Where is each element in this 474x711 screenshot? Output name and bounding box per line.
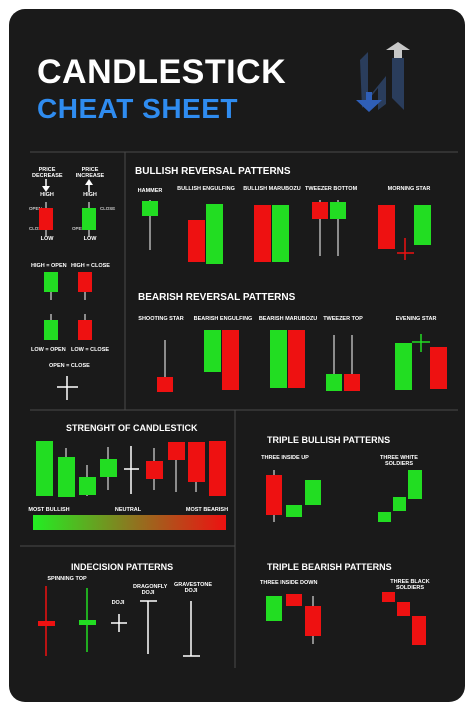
high-close-label: HIGH = CLOSE <box>71 263 110 269</box>
close-label-left: CLOSE <box>29 226 45 231</box>
label-bullish-engulfing: BULLISH ENGULFING <box>177 186 235 192</box>
indecision-candles <box>38 586 200 657</box>
open-close-label: OPEN = CLOSE <box>49 363 90 369</box>
price-increase-label: PRICE INCREASE <box>75 167 105 179</box>
section-dividers <box>20 151 458 668</box>
label-gravestone-doji: GRAVESTONE DOJI <box>174 582 212 594</box>
label-evening-star: EVENING STAR <box>395 316 437 322</box>
label-hammer: HAMMER <box>137 188 163 194</box>
label-dragonfly-doji: DRAGONFLY DOJI <box>133 584 168 596</box>
anatomy-arrows-icon <box>42 179 93 192</box>
triple-bearish-candles <box>266 592 426 645</box>
neutral-label: NEUTRAL <box>114 507 142 513</box>
high-open-label: HIGH = OPEN <box>31 263 67 269</box>
bullish-reversal-candles <box>142 200 431 264</box>
low-close-label: LOW = CLOSE <box>71 347 110 353</box>
label-bullish-marubozu: BULLISH MARUBOZU <box>243 186 301 192</box>
triple-bullish-title: TRIPLE BULLISH PATTERNS <box>267 435 391 445</box>
bullish-reversal-title: BULLISH REVERSAL PATTERNS <box>135 166 291 177</box>
label-bearish-marubozu: BEARISH MARUBOZU <box>258 316 318 322</box>
candlestick-graphics <box>33 179 447 657</box>
close-label-right: CLOSE <box>100 206 116 211</box>
label-morning-star: MORNING STAR <box>387 186 431 192</box>
strength-gradient-bar <box>33 515 226 530</box>
open-label-left: OPEN <box>29 206 42 211</box>
high-label-left: HIGH <box>40 192 54 198</box>
label-tweezer-top: TWEEZER TOP <box>323 316 363 322</box>
label-three-inside-down: THREE INSIDE DOWN <box>260 580 318 586</box>
indecision-title: INDECISION PATTERNS <box>71 562 174 572</box>
triple-bearish-title: TRIPLE BEARISH PATTERNS <box>267 562 392 572</box>
label-bearish-engulfing: BEARISH ENGULFING <box>193 316 253 322</box>
label-three-black-soldiers: THREE BLACK SOLDIERS <box>390 579 430 591</box>
strength-candles <box>33 441 226 530</box>
anatomy-candles <box>39 202 96 400</box>
label-shooting-star: SHOOTING STAR <box>138 316 184 322</box>
title-line-2: CHEAT SHEET <box>37 93 238 124</box>
title-line-1: CANDLESTICK <box>37 53 287 91</box>
bearish-reversal-title: BEARISH REVERSAL PATTERNS <box>138 292 296 303</box>
low-label-left: LOW <box>40 236 54 242</box>
high-label-right: HIGH <box>83 192 97 198</box>
open-label-right: OPEN <box>72 226 85 231</box>
strength-title: STRENGHT OF CANDLESTICK <box>66 423 198 433</box>
cheat-sheet-card: CANDLESTICK CHEAT SHEET BULLISH REVERSAL… <box>9 9 465 702</box>
most-bearish-label: MOST BEARISH <box>185 507 229 513</box>
label-three-inside-up: THREE INSIDE UP <box>261 455 309 461</box>
label-spinning-top: SPINNING TOP <box>47 576 87 582</box>
price-decrease-label: PRICE DECREASE <box>32 167 63 179</box>
triple-bullish-candles <box>266 470 422 522</box>
label-tweezer-bottom: TWEEZER BOTTOM <box>305 186 358 192</box>
most-bullish-label: MOST BULLISH <box>28 507 70 513</box>
label-three-white-soldiers: THREE WHITE SOLDIERS <box>380 455 418 467</box>
bearish-reversal-candles <box>157 330 447 392</box>
label-doji: DOJI <box>111 600 125 606</box>
low-open-label: LOW = OPEN <box>31 347 66 353</box>
brand-logo-icon <box>356 42 410 112</box>
low-label-right: LOW <box>83 236 97 242</box>
